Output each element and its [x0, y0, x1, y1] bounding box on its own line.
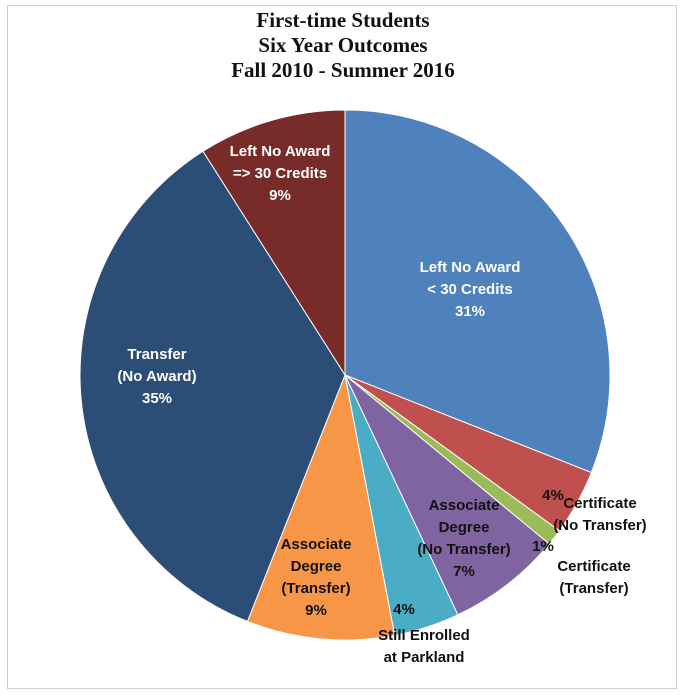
pie-slice-1	[344, 109, 611, 474]
slice-label-3-line-2: (Transfer)	[559, 580, 628, 597]
slice-label-7: Transfer (No Award) 35%	[117, 346, 196, 407]
slice-label-1: Left No Award < 30 Credits 31%	[420, 259, 521, 320]
slice-label-5-line-2: at Parkland	[384, 649, 465, 666]
chart-title: First-time Students Six Year Outcomes Fa…	[0, 8, 686, 83]
slice-label-1-line-3: 31%	[455, 303, 485, 320]
slice-label-2-line-1: Certificate	[563, 495, 636, 512]
slice-label-5: Still Enrolled at Parkland 4%	[378, 601, 470, 666]
slice-label-4-line-1: Associate	[429, 497, 500, 514]
slice-label-6-line-3: (Transfer)	[281, 580, 350, 597]
slice-label-6-line-1: Associate	[281, 536, 352, 553]
slice-label-6: Associate Degree (Transfer) 9%	[281, 536, 352, 619]
slice-label-2-line-2: (No Transfer)	[553, 517, 646, 534]
title-line-2: Six Year Outcomes	[258, 33, 428, 57]
slice-label-8-line-3: 9%	[269, 187, 291, 204]
pie-slice-8	[202, 109, 346, 377]
slice-label-6-line-2: Degree	[291, 558, 342, 575]
slice-label-3-line-1: Certificate	[557, 558, 630, 575]
slice-label-7-line-3: 35%	[142, 390, 172, 407]
slice-label-4: Associate Degree (No Transfer) 7%	[417, 497, 510, 580]
title-line-1: First-time Students	[256, 8, 430, 32]
slice-label-1-line-1: Left No Award	[420, 259, 521, 276]
slice-label-8-line-2: => 30 Credits	[233, 165, 327, 182]
pie-slice-7	[79, 150, 346, 623]
slice-label-8-line-1: Left No Award	[230, 143, 331, 160]
slice-label-3: Certificate (Transfer) 1%	[532, 538, 631, 597]
slice-label-7-line-2: (No Award)	[117, 368, 196, 385]
slice-value-label-3: 1%	[532, 538, 554, 555]
slice-label-1-line-2: < 30 Credits	[427, 281, 512, 298]
slice-label-4-line-2: Degree	[439, 519, 490, 536]
slice-label-5-line-1: Still Enrolled	[378, 627, 470, 644]
title-line-3: Fall 2010 - Summer 2016	[231, 58, 455, 82]
slice-label-4-line-3: (No Transfer)	[417, 541, 510, 558]
slice-value-label-2: 4%	[542, 487, 564, 504]
slice-label-8: Left No Award => 30 Credits 9%	[230, 143, 331, 204]
slice-value-label-5: 4%	[393, 601, 415, 618]
pie-slice-6	[246, 373, 396, 641]
pie-slice-4	[344, 374, 550, 616]
slice-label-7-line-1: Transfer	[127, 346, 186, 363]
slice-label-2: Certificate (No Transfer) 4%	[542, 487, 647, 534]
slice-label-4-line-4: 7%	[453, 563, 475, 580]
slice-label-6-line-4: 9%	[305, 602, 327, 619]
